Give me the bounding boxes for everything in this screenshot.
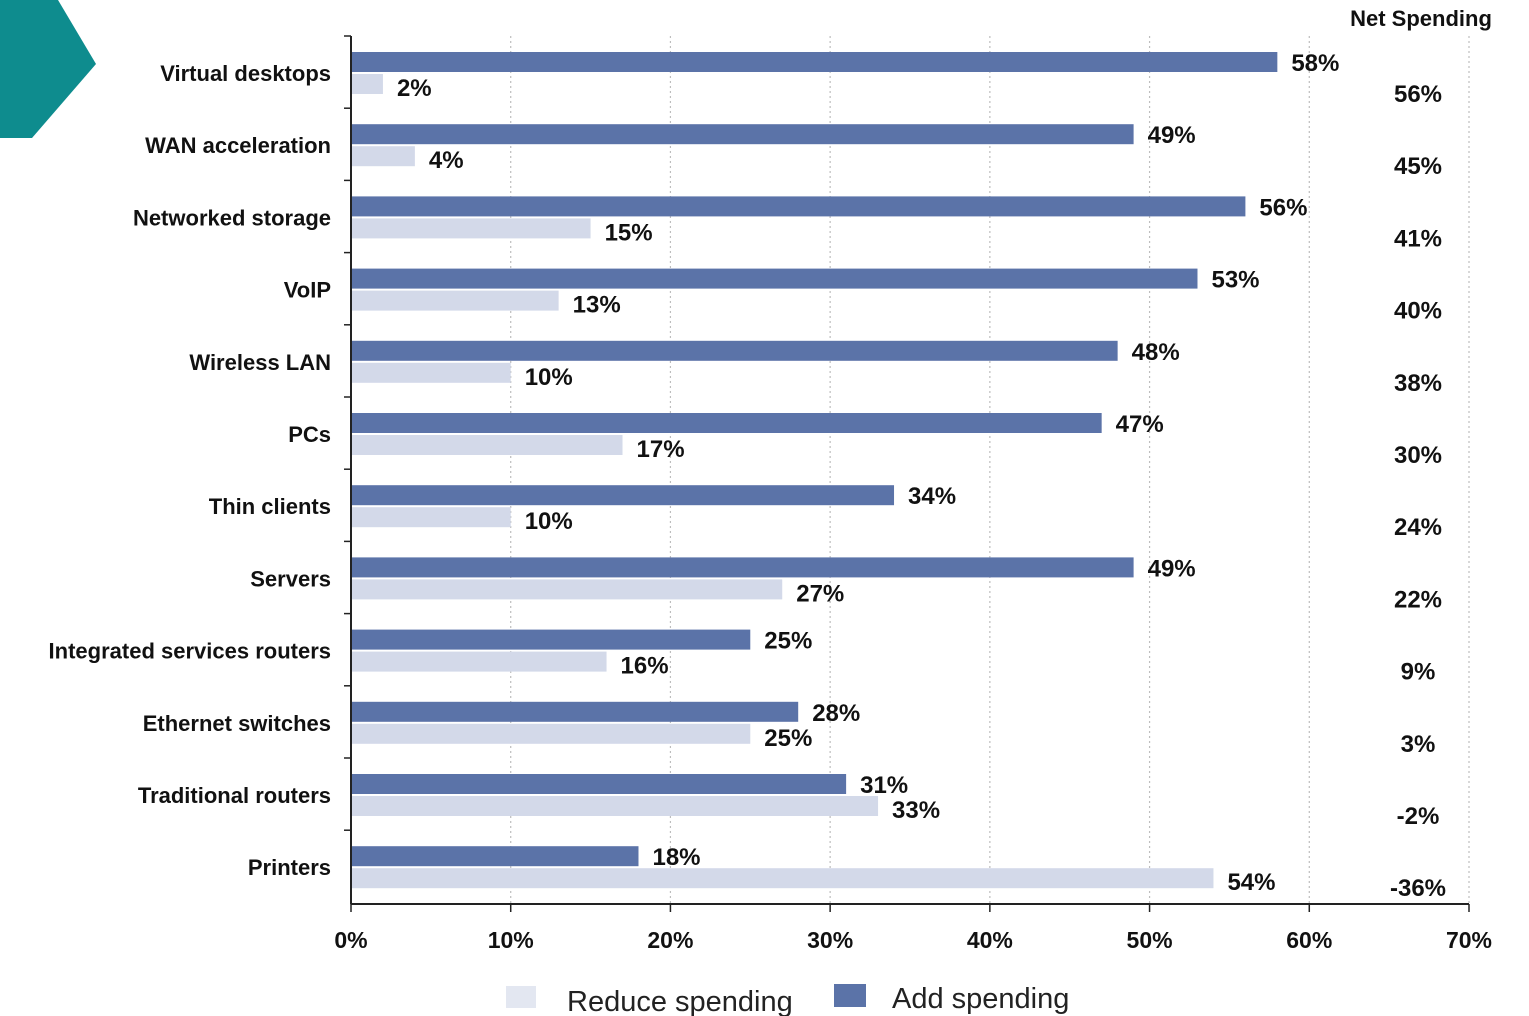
net-spending-header: Net Spending: [1350, 6, 1492, 31]
x-tick-label-20: 20%: [647, 927, 693, 953]
category-label-1: WAN acceleration: [145, 133, 331, 158]
bar-add-7: [351, 557, 1134, 578]
teal-arrow-shape: [0, 0, 96, 138]
value-label-reduce-4: 10%: [525, 364, 573, 391]
category-label-10: Traditional routers: [138, 783, 331, 808]
category-label-3: VoIP: [284, 278, 331, 303]
value-label-reduce-6: 10%: [525, 508, 573, 535]
category-label-4: Wireless LAN: [189, 350, 331, 375]
x-tick-label-40: 40%: [967, 927, 1013, 953]
bar-reduce-10: [351, 796, 879, 816]
net-spending-6: 24%: [1394, 514, 1442, 541]
category-label-11: Printers: [248, 855, 331, 880]
value-label-reduce-0: 2%: [397, 75, 432, 102]
value-label-add-3: 53%: [1211, 267, 1259, 294]
bar-reduce-3: [351, 290, 559, 311]
x-tick-label-30: 30%: [807, 927, 853, 953]
bar-reduce-2: [351, 218, 591, 239]
net-spending-2: 41%: [1394, 225, 1442, 252]
x-tick-label-70: 70%: [1446, 927, 1492, 953]
net-spending-8: 9%: [1401, 659, 1436, 686]
bar-reduce-0: [351, 74, 383, 94]
bar-add-0: [351, 52, 1278, 72]
teal-arrow-decoration: [0, 0, 96, 138]
bar-reduce-1: [351, 146, 415, 167]
category-label-8: Integrated services routers: [49, 639, 331, 664]
value-label-reduce-3: 13%: [573, 292, 621, 319]
bars-group: [351, 52, 1278, 889]
legend: Reduce spending Add spending: [506, 983, 1069, 1016]
bar-reduce-9: [351, 723, 751, 744]
value-label-reduce-11: 54%: [1227, 869, 1275, 896]
legend-label-reduce: Reduce spending: [567, 986, 793, 1016]
legend-swatch-add: [834, 984, 866, 1007]
gridlines: [510, 36, 1470, 904]
legend-label-add: Add spending: [892, 983, 1069, 1015]
bar-add-10: [351, 774, 847, 794]
category-label-6: Thin clients: [209, 494, 331, 519]
bar-reduce-11: [351, 868, 1214, 889]
value-label-add-5: 47%: [1116, 411, 1164, 438]
bar-reduce-7: [351, 579, 783, 600]
x-tick-label-0: 0%: [334, 927, 367, 953]
value-label-add-7: 49%: [1148, 555, 1196, 582]
value-label-add-6: 34%: [908, 483, 956, 510]
x-tick-label-60: 60%: [1286, 927, 1332, 953]
net-spending-0: 56%: [1394, 81, 1442, 108]
value-label-add-11: 18%: [652, 844, 700, 871]
x-tick-label-50: 50%: [1127, 927, 1173, 953]
category-label-0: Virtual desktops: [160, 61, 331, 86]
net-spending-1: 45%: [1394, 153, 1442, 180]
bar-add-4: [351, 340, 1118, 361]
net-spending-4: 38%: [1394, 370, 1442, 397]
net-spending-9: 3%: [1401, 731, 1436, 758]
bar-reduce-5: [351, 435, 623, 455]
bar-reduce-4: [351, 362, 511, 383]
value-label-reduce-7: 27%: [796, 580, 844, 607]
net-spending-3: 40%: [1394, 298, 1442, 325]
value-label-add-1: 49%: [1148, 122, 1196, 149]
value-label-reduce-2: 15%: [605, 219, 653, 246]
category-label-7: Servers: [250, 566, 331, 591]
bar-add-11: [351, 846, 639, 867]
value-label-reduce-5: 17%: [637, 436, 685, 463]
bar-reduce-6: [351, 507, 511, 528]
bar-reduce-8: [351, 651, 607, 672]
value-label-reduce-9: 25%: [764, 725, 812, 752]
category-label-2: Networked storage: [133, 205, 331, 230]
bar-add-3: [351, 268, 1198, 289]
bar-add-1: [351, 124, 1134, 145]
net-spending-10: -2%: [1397, 803, 1440, 830]
value-label-add-8: 25%: [764, 628, 812, 655]
value-label-add-10: 31%: [860, 772, 908, 799]
value-label-add-0: 58%: [1291, 50, 1339, 77]
bar-add-9: [351, 701, 799, 722]
category-label-5: PCs: [288, 422, 331, 447]
value-label-add-2: 56%: [1259, 194, 1307, 221]
value-label-reduce-10: 33%: [892, 797, 940, 824]
value-label-add-9: 28%: [812, 700, 860, 727]
legend-swatch-reduce: [506, 986, 536, 1008]
bar-add-5: [351, 413, 1102, 433]
category-label-9: Ethernet switches: [143, 711, 331, 736]
net-spending-11: -36%: [1390, 875, 1446, 902]
labels-group: Virtual desktops 58% 2% 56% WAN acceleration…: [49, 50, 1446, 902]
value-label-reduce-1: 4%: [429, 147, 464, 174]
net-spending-5: 30%: [1394, 442, 1442, 469]
bar-add-2: [351, 196, 1246, 217]
bar-add-8: [351, 629, 751, 650]
value-label-add-4: 48%: [1132, 339, 1180, 366]
bar-add-6: [351, 485, 895, 506]
x-tick-label-10: 10%: [488, 927, 534, 953]
axes-group: 0% 10% 20% 30% 40% 50% 60% 70%: [334, 35, 1492, 953]
value-label-reduce-8: 16%: [621, 653, 669, 680]
net-spending-7: 22%: [1394, 586, 1442, 613]
